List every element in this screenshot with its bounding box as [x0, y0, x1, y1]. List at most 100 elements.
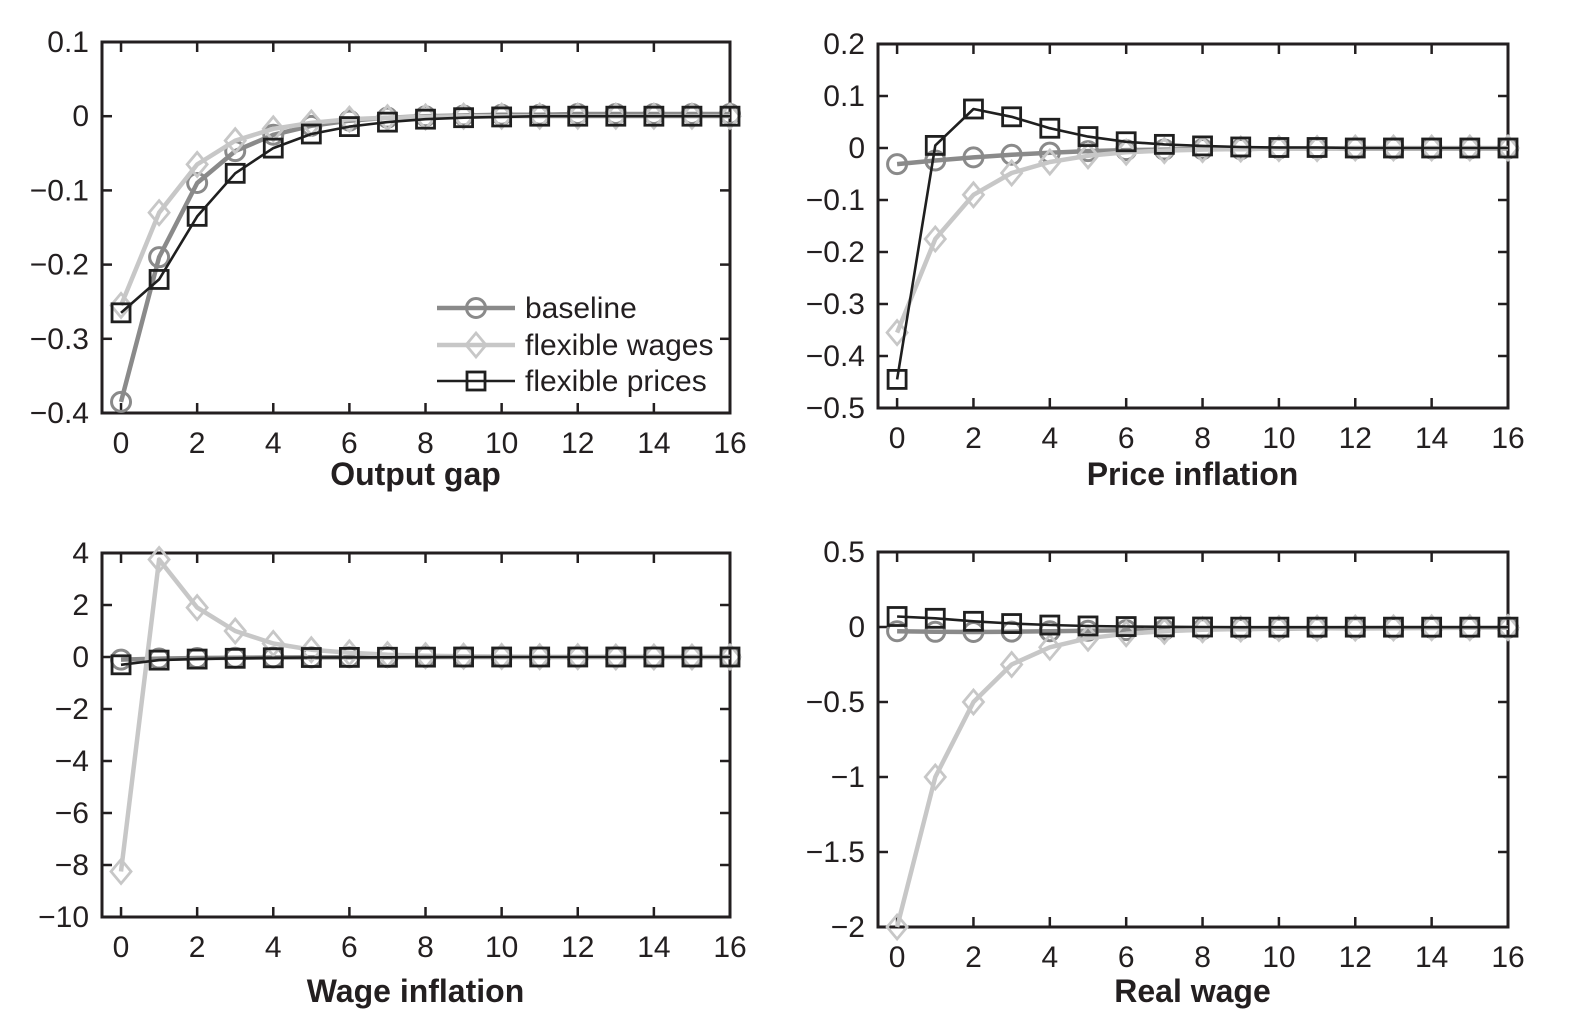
flexible-prices-square-marker [415, 646, 436, 668]
flexible-wages-diamond-marker [1305, 134, 1329, 163]
x-tick-label: 4 [265, 931, 282, 964]
flexible-prices-square-marker [148, 269, 170, 290]
y-tick-label: 0 [72, 100, 89, 133]
series-flexible-prices [886, 98, 1519, 390]
x-tick-label: 6 [1118, 941, 1135, 974]
y-tick-label: −0.3 [30, 323, 89, 356]
flexible-prices-square-marker [567, 105, 589, 127]
flexible-wages-diamond-marker [680, 642, 704, 672]
x-tick-label: 4 [1041, 422, 1058, 455]
x-tick-label: 12 [1339, 422, 1372, 455]
flexible-prices-square-marker [262, 137, 284, 159]
flexible-wages-diamond-marker [109, 291, 133, 320]
flexible-wages-diamond-marker [718, 642, 742, 672]
flexible-wages-diamond-marker [299, 635, 324, 664]
legend-square-marker [465, 370, 487, 392]
series-flexible-prices [110, 646, 741, 676]
flexible-prices-square-marker [338, 646, 360, 668]
flexible-wages-diamond-marker [1037, 633, 1062, 662]
flexible-prices-square-marker [1077, 615, 1099, 637]
x-axis: 0 2 4 6 8 10 12 14 16 [889, 552, 1525, 974]
y-tick-label: −0.5 [806, 392, 865, 425]
baseline-circle-marker [262, 123, 285, 146]
flexible-wages-diamond-marker [223, 126, 248, 155]
series-flexible-wages [885, 133, 1520, 347]
series-flexible-wages [885, 613, 1520, 942]
flexible-wages-diamond-marker [489, 102, 514, 131]
panel-price-inflation: 0 2 4 6 8 10 12 14 16 0.2 0.1 0 −0.1 −0.2 −0.3 −0.4 −0.5… [795, 0, 1590, 517]
x-tick-label: 6 [341, 427, 358, 460]
y-tick-label: −4 [55, 745, 89, 778]
flexible-prices-square-marker [1268, 616, 1290, 638]
flexible-wages-diamond-marker [1457, 133, 1482, 163]
flexible-wages-diamond-marker [1228, 614, 1253, 644]
flexible-wages-diamond-marker [961, 180, 986, 209]
real-wage-chart: 0 2 4 6 8 10 12 14 16 0.5 0 −0.5 −1 −1.5 −2 [806, 536, 1525, 974]
flexible-prices-square-marker [1306, 137, 1328, 158]
x-tick-label: 12 [1339, 941, 1372, 974]
flexible-prices-square-marker [1115, 131, 1137, 153]
y-tick-label: −0.2 [30, 249, 89, 282]
flexible-prices-square-marker [1459, 616, 1481, 638]
flexible-prices-square-marker [643, 105, 665, 127]
flexible-wages-diamond-marker [999, 650, 1024, 679]
y-axis: 0.5 0 −0.5 −1 −1.5 −2 [806, 536, 1508, 944]
x-tick-label: 0 [113, 931, 130, 964]
legend-entry-baseline: baseline [437, 292, 637, 325]
flexible-wages-diamond-marker [961, 687, 986, 717]
flexible-prices-square-marker [963, 98, 984, 120]
y-tick-label: −1 [831, 761, 865, 794]
flexible-prices-square-marker [681, 646, 703, 668]
flexible-prices-square-marker [491, 106, 513, 128]
flexible-prices-square-marker [567, 646, 589, 668]
flexible-wages-diamond-marker [185, 593, 209, 622]
flexible-wages-diamond-marker [261, 114, 286, 144]
flexible-wages-diamond-marker [413, 641, 438, 670]
flexible-wages-diamond-marker [603, 642, 628, 672]
x-axis: 0 2 4 6 8 10 12 14 16 [113, 553, 747, 964]
flexible-prices-square-marker [963, 610, 984, 632]
flexible-wages-diamond-marker [451, 642, 476, 671]
flexible-wages-diamond-marker [1114, 619, 1139, 648]
flexible-prices-square-marker [1497, 137, 1519, 159]
flexible-prices-square-marker [1153, 616, 1175, 638]
y-axis: 0.1 0 −0.1 −0.2 −0.3 −0.4 [30, 26, 730, 430]
y-tick-label: 0 [848, 132, 865, 165]
flexible-wages-diamond-marker [1267, 614, 1291, 643]
legend-entry-flexible-wages: flexible wages [437, 329, 713, 362]
legend-entry-flexible-prices: flexible prices [437, 365, 707, 398]
flexible-prices-square-marker [377, 111, 398, 133]
chart-title-wage-inflation: Wage inflation [306, 973, 525, 1009]
flexible-wages-line [895, 145, 1508, 334]
x-tick-label: 4 [1041, 941, 1058, 974]
flexible-prices-square-marker [1192, 135, 1213, 157]
y-tick-label: −0.3 [806, 288, 865, 321]
x-tick-label: 14 [637, 427, 670, 460]
flexible-prices-square-marker [719, 646, 741, 668]
flexible-prices-square-marker [224, 647, 246, 669]
y-tick-label: −0.1 [806, 184, 865, 217]
flexible-wages-diamond-marker [1343, 133, 1368, 163]
flexible-prices-square-marker [886, 368, 908, 390]
x-tick-label: 8 [1194, 422, 1211, 455]
x-tick-label: 10 [485, 427, 518, 460]
flexible-wages-diamond-marker [1496, 613, 1520, 642]
flexible-prices-square-marker [338, 116, 360, 137]
flexible-prices-square-marker [1039, 117, 1061, 139]
flexible-wages-diamond-marker [527, 642, 552, 671]
series-flexible-prices [110, 105, 741, 324]
flexible-wages-diamond-marker [1076, 141, 1100, 170]
x-tick-label: 4 [265, 427, 282, 460]
flexible-wages-diamond-marker [642, 642, 666, 672]
plot-box [100, 40, 732, 415]
flexible-wages-diamond-marker [603, 102, 628, 131]
flexible-prices-square-marker [262, 647, 284, 669]
flexible-wages-diamond-marker [999, 158, 1024, 188]
flexible-prices-square-marker [1115, 616, 1137, 637]
y-tick-label: 4 [72, 537, 89, 570]
flexible-prices-line [897, 615, 1508, 629]
x-tick-label: 0 [113, 427, 130, 460]
baseline-circle-marker [962, 146, 985, 169]
x-tick-label: 10 [485, 931, 518, 964]
flexible-prices-square-marker [1383, 137, 1404, 159]
